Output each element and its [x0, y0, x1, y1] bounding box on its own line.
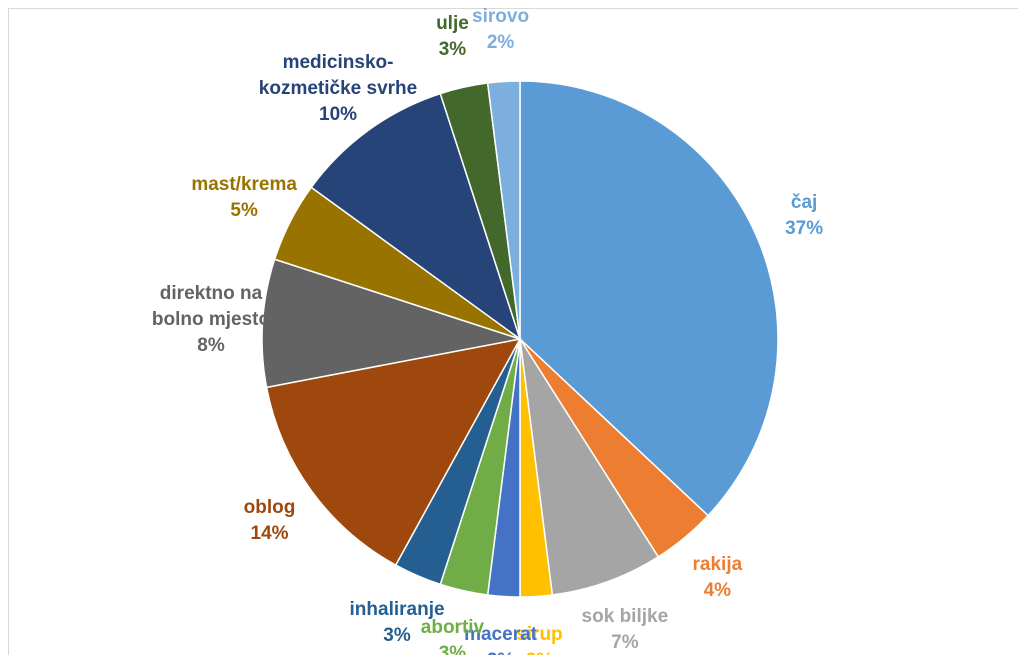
data-label: inhaliranje 3%	[312, 597, 482, 649]
data-label: čaj 37%	[719, 190, 889, 242]
data-label: abortiv 3%	[367, 615, 537, 655]
category-label: ulje	[436, 12, 469, 34]
value-label: 10%	[319, 103, 358, 125]
data-label: sirovo 2%	[416, 4, 586, 56]
category-label: rakija	[692, 553, 743, 575]
category-label: mast/krema	[191, 174, 297, 196]
category-label: čaj	[790, 192, 818, 214]
category-label: medicinsko-kozmetičke svrhe	[258, 51, 418, 99]
value-label: 3%	[383, 625, 411, 647]
value-label: 5%	[230, 200, 258, 222]
value-label: 3%	[438, 38, 467, 60]
data-label: oblog 14%	[185, 495, 355, 547]
pie-slice	[519, 338, 660, 596]
value-label: 3%	[438, 643, 467, 655]
category-label: sirup	[516, 623, 563, 645]
value-label: 2%	[416, 648, 586, 655]
value-label: 2%	[486, 32, 515, 53]
value-label: 8%	[197, 334, 225, 356]
data-label: ulje 3%	[367, 11, 537, 63]
data-label: macerat 2%	[416, 622, 586, 655]
pie-slice	[310, 92, 522, 341]
pie-slice	[519, 80, 779, 517]
data-label: medicinsko-kozmetičke svrhe 10%	[253, 50, 423, 128]
data-label: sirup 2%	[454, 622, 624, 655]
data-label: rakija 4%	[632, 552, 802, 604]
data-label: sok biljke 7%	[540, 604, 710, 655]
value-label: 14%	[250, 522, 289, 544]
category-label: oblog	[243, 496, 296, 518]
pie-slice	[261, 258, 521, 389]
category-label: sirovo	[472, 6, 530, 27]
category-label: direktno na bolno mjesto	[151, 282, 271, 330]
data-label: direktno na bolno mjesto 8%	[126, 281, 296, 359]
value-label: 37%	[785, 218, 824, 240]
category-label: macerat	[464, 623, 537, 645]
pie-slice	[486, 80, 521, 340]
value-label: 2%	[454, 648, 624, 655]
value-label: 7%	[611, 632, 639, 654]
value-label: 4%	[703, 579, 732, 601]
category-label: sok biljke	[581, 606, 669, 628]
category-label: abortiv	[420, 617, 485, 639]
chart-frame	[8, 8, 1018, 655]
data-label: mast/krema 5%	[159, 172, 329, 224]
pie-slice	[265, 337, 522, 567]
category-label: inhaliranje	[349, 599, 445, 621]
